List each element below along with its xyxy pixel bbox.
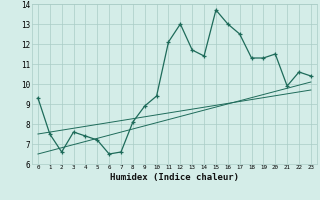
X-axis label: Humidex (Indice chaleur): Humidex (Indice chaleur) (110, 173, 239, 182)
